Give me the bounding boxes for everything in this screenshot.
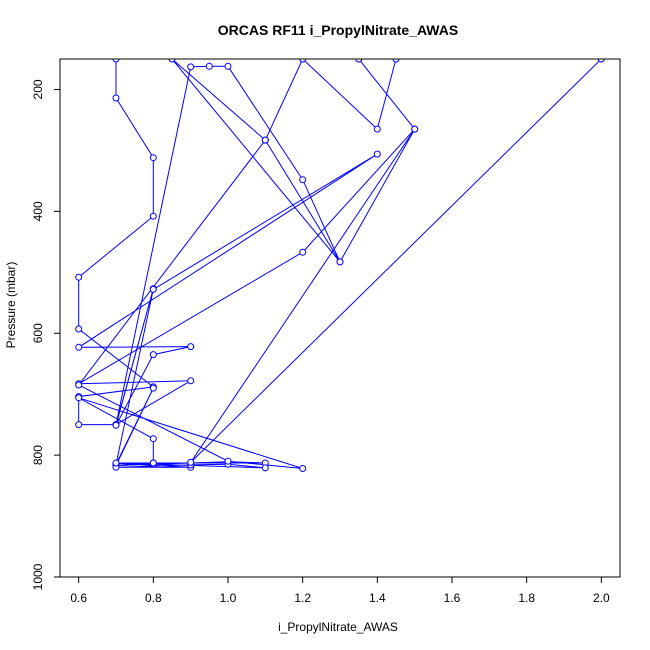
y-tick-label: 1000 [31, 563, 45, 590]
x-axis: 0.6 0.8 1.0 1.2 1.4 1.6 1.8 2.0 [70, 577, 610, 605]
plot-frame [59, 58, 621, 578]
data-point [187, 377, 195, 385]
y-axis-label: Pressure (mbar) [4, 262, 18, 349]
data-point [149, 459, 157, 467]
data-point [149, 285, 157, 293]
data-point [75, 343, 83, 351]
data-point [187, 343, 195, 351]
data-point [75, 394, 83, 402]
data-point [75, 421, 83, 429]
data-point [149, 351, 157, 359]
data-point [149, 435, 157, 443]
series-line [76, 59, 602, 469]
x-tick-label: 2.0 [593, 591, 610, 605]
data-point [149, 154, 157, 162]
data-point [224, 457, 232, 465]
data-point [187, 63, 195, 71]
data-point [299, 465, 307, 472]
x-tick-label: 1.0 [220, 591, 237, 605]
data-point [373, 150, 381, 158]
x-tick-label: 0.8 [145, 591, 162, 605]
data-point [149, 212, 157, 220]
data-point [112, 94, 120, 102]
data-point [392, 59, 400, 63]
data-point [411, 125, 419, 133]
data-point [112, 421, 120, 429]
data-point [205, 62, 213, 70]
x-tick-label: 1.4 [369, 591, 386, 605]
plot-series [75, 59, 605, 472]
data-point [75, 381, 83, 389]
data-point [299, 59, 307, 63]
data-point [299, 176, 307, 184]
y-tick-label: 200 [31, 79, 45, 99]
data-point [149, 384, 157, 392]
chart-title: ORCAS RF11 i_PropylNitrate_AWAS [218, 22, 458, 38]
data-point [597, 59, 605, 63]
data-point [355, 59, 363, 63]
data-point [187, 458, 195, 466]
x-axis-label: i_PropylNitrate_AWAS [278, 620, 398, 634]
data-point [75, 273, 83, 281]
data-point [373, 125, 381, 133]
data-point [168, 59, 176, 63]
data-point [112, 59, 120, 63]
y-tick-label: 600 [31, 323, 45, 343]
x-tick-label: 1.8 [518, 591, 535, 605]
data-point [261, 136, 269, 144]
data-point [224, 62, 232, 70]
x-tick-label: 1.6 [444, 591, 461, 605]
data-point [299, 248, 307, 256]
data-point [112, 459, 120, 467]
y-axis: 200 400 600 800 1000 [31, 79, 60, 590]
x-tick-label: 1.2 [294, 591, 311, 605]
x-tick-label: 0.6 [70, 591, 87, 605]
data-point [261, 464, 269, 472]
data-point [75, 325, 83, 333]
y-tick-label: 400 [31, 201, 45, 221]
data-point [336, 258, 344, 266]
y-tick-label: 800 [31, 445, 45, 465]
